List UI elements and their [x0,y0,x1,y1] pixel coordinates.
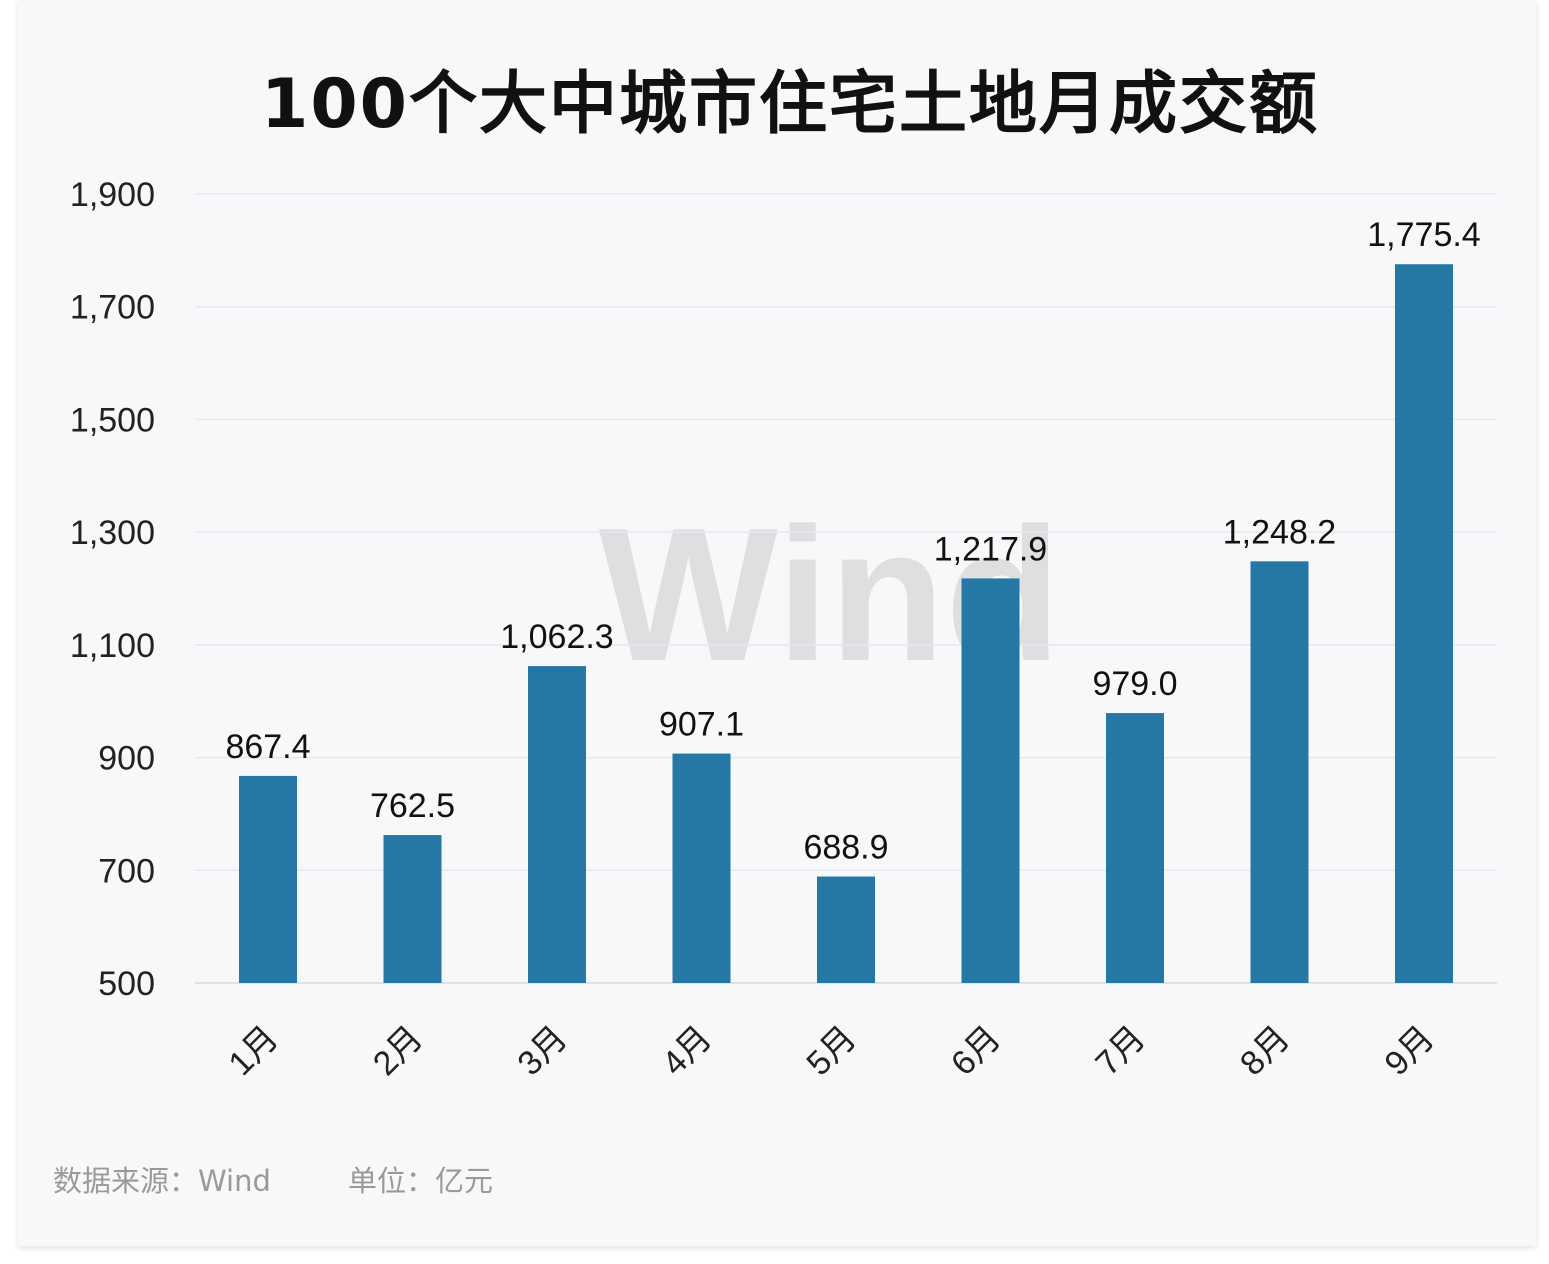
x-tick-label: 8月 [1233,1019,1297,1083]
bar [383,835,442,983]
data-label: 1,062.3 [500,618,613,656]
bar [1395,264,1453,983]
bar [528,666,586,983]
y-tick-label: 900 [98,740,155,778]
x-tick-label: 5月 [799,1019,863,1083]
x-axis: 1月 2月 3月 4月 5月 6月 7月 8月 9月 [221,1019,1441,1083]
data-label: 1,775.4 [1367,216,1480,254]
bar [1106,713,1164,983]
y-tick-label: 500 [98,965,155,1003]
x-tick-label: 6月 [944,1019,1008,1083]
data-label: 1,248.2 [1223,513,1336,551]
data-label: 688.9 [803,829,888,867]
data-label: 1,217.9 [934,530,1047,568]
y-tick-label: 1,900 [70,176,155,214]
bar [239,775,297,983]
source-note: 数据来源：Wind [53,1164,271,1198]
x-tick-label: 3月 [510,1019,574,1083]
data-label: 979.0 [1092,665,1177,703]
y-tick-label: 1,500 [70,401,155,439]
y-tick-label: 1,100 [70,627,155,665]
bar [817,876,875,983]
data-label: 762.5 [370,787,455,825]
data-label: 867.4 [225,728,310,766]
y-axis: 500 700 900 1,100 1,300 1,500 1,700 1,900 [70,176,155,1003]
x-tick-label: 9月 [1377,1019,1441,1083]
x-tick-label: 7月 [1088,1019,1152,1083]
x-tick-label: 2月 [366,1019,430,1083]
bar [1250,561,1309,983]
y-tick-label: 1,300 [70,514,155,552]
y-tick-label: 1,700 [70,289,155,327]
data-labels: 867.4 762.5 1,062.3 907.1 688.9 1,217.9 979.0 1… [225,216,1480,866]
data-label: 907.1 [659,706,744,744]
y-tick-label: 700 [98,852,155,890]
x-tick-label: 4月 [655,1019,719,1083]
bar [961,578,1020,983]
x-tick-label: 1月 [221,1019,285,1083]
bar [672,753,731,983]
chart-title: 100个大中城市住宅土地月成交额 [261,65,1319,144]
bars [239,264,1453,983]
unit-note: 单位：亿元 [348,1164,494,1198]
